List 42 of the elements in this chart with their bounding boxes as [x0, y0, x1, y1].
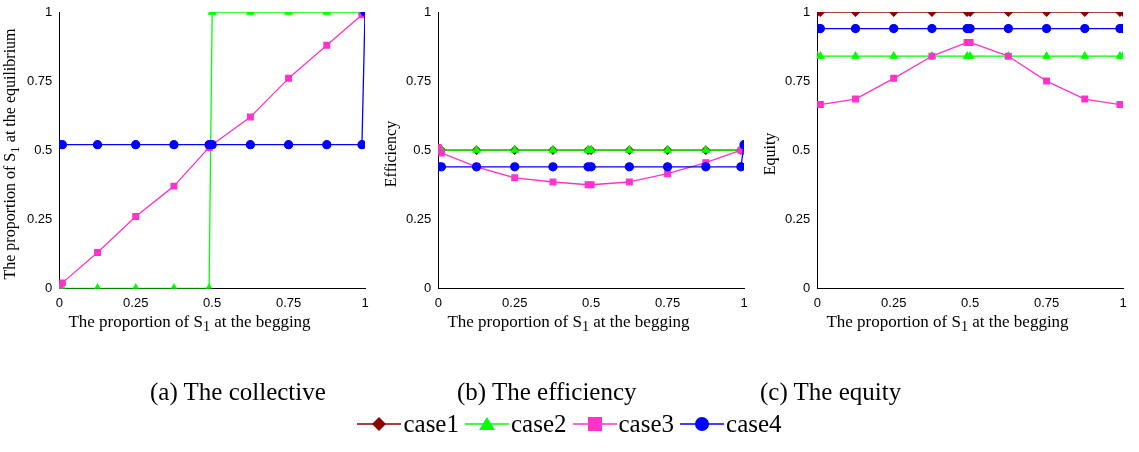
- y-tick-label: 1: [45, 3, 53, 19]
- x-tick-label: 0.5: [203, 294, 222, 310]
- x-axis-title: The proportion of S$_{1}$ at the begging: [825, 312, 1070, 336]
- y-tick-label: 0.25: [784, 210, 811, 226]
- y-tick-label: 1: [803, 3, 811, 19]
- y-tick-label: 0: [803, 279, 811, 295]
- x-tick-label: 0.75: [654, 294, 681, 310]
- x-tick-label: 1: [361, 294, 369, 310]
- x-axis-title: The proportion of S$_{1}$ at the begging: [67, 312, 312, 336]
- x-axis-title: The proportion of S$_{1}$ at the begging: [446, 312, 691, 336]
- x-tick-label: 0.5: [582, 294, 601, 310]
- legend-label: case2: [510, 410, 567, 438]
- x-tick-label: 0: [55, 294, 63, 310]
- y-tick-label: 0.25: [26, 210, 53, 226]
- y-tick-label: 0.75: [405, 72, 432, 88]
- y-tick-label: 0.75: [26, 72, 53, 88]
- y-tick-label: 0: [45, 279, 53, 295]
- x-tick-label: 0: [813, 294, 821, 310]
- y-axis-title: Equity: [761, 132, 779, 176]
- y-tick-label: 1: [424, 3, 432, 19]
- x-tick-label: 0: [434, 294, 442, 310]
- text: (b) The efficiency: [457, 378, 637, 406]
- x-tick-label: 0.25: [502, 294, 528, 310]
- y-axis-title: Efficiency: [382, 120, 400, 188]
- y-tick-label: 0.75: [784, 72, 811, 88]
- y-tick-label: 0.5: [792, 141, 811, 157]
- x-tick-label: 0.25: [881, 294, 907, 310]
- y-tick-label: 0.25: [405, 210, 432, 226]
- legend-label: case3: [618, 410, 675, 438]
- y-tick-label: 0: [424, 279, 432, 295]
- legend-label: case4: [726, 410, 782, 438]
- text: (a) The collective: [150, 378, 326, 406]
- x-tick-label: 1: [1119, 294, 1127, 310]
- x-tick-label: 0.75: [275, 294, 302, 310]
- text: (c) The equity: [760, 378, 902, 406]
- x-tick-label: 0.75: [1033, 294, 1060, 310]
- y-tick-label: 0.5: [34, 141, 53, 157]
- x-tick-label: 0.25: [123, 294, 149, 310]
- y-tick-label: 0.5: [413, 141, 432, 157]
- x-tick-label: 0.5: [961, 294, 980, 310]
- legend-label: case1: [403, 410, 459, 438]
- x-tick-label: 1: [740, 294, 748, 310]
